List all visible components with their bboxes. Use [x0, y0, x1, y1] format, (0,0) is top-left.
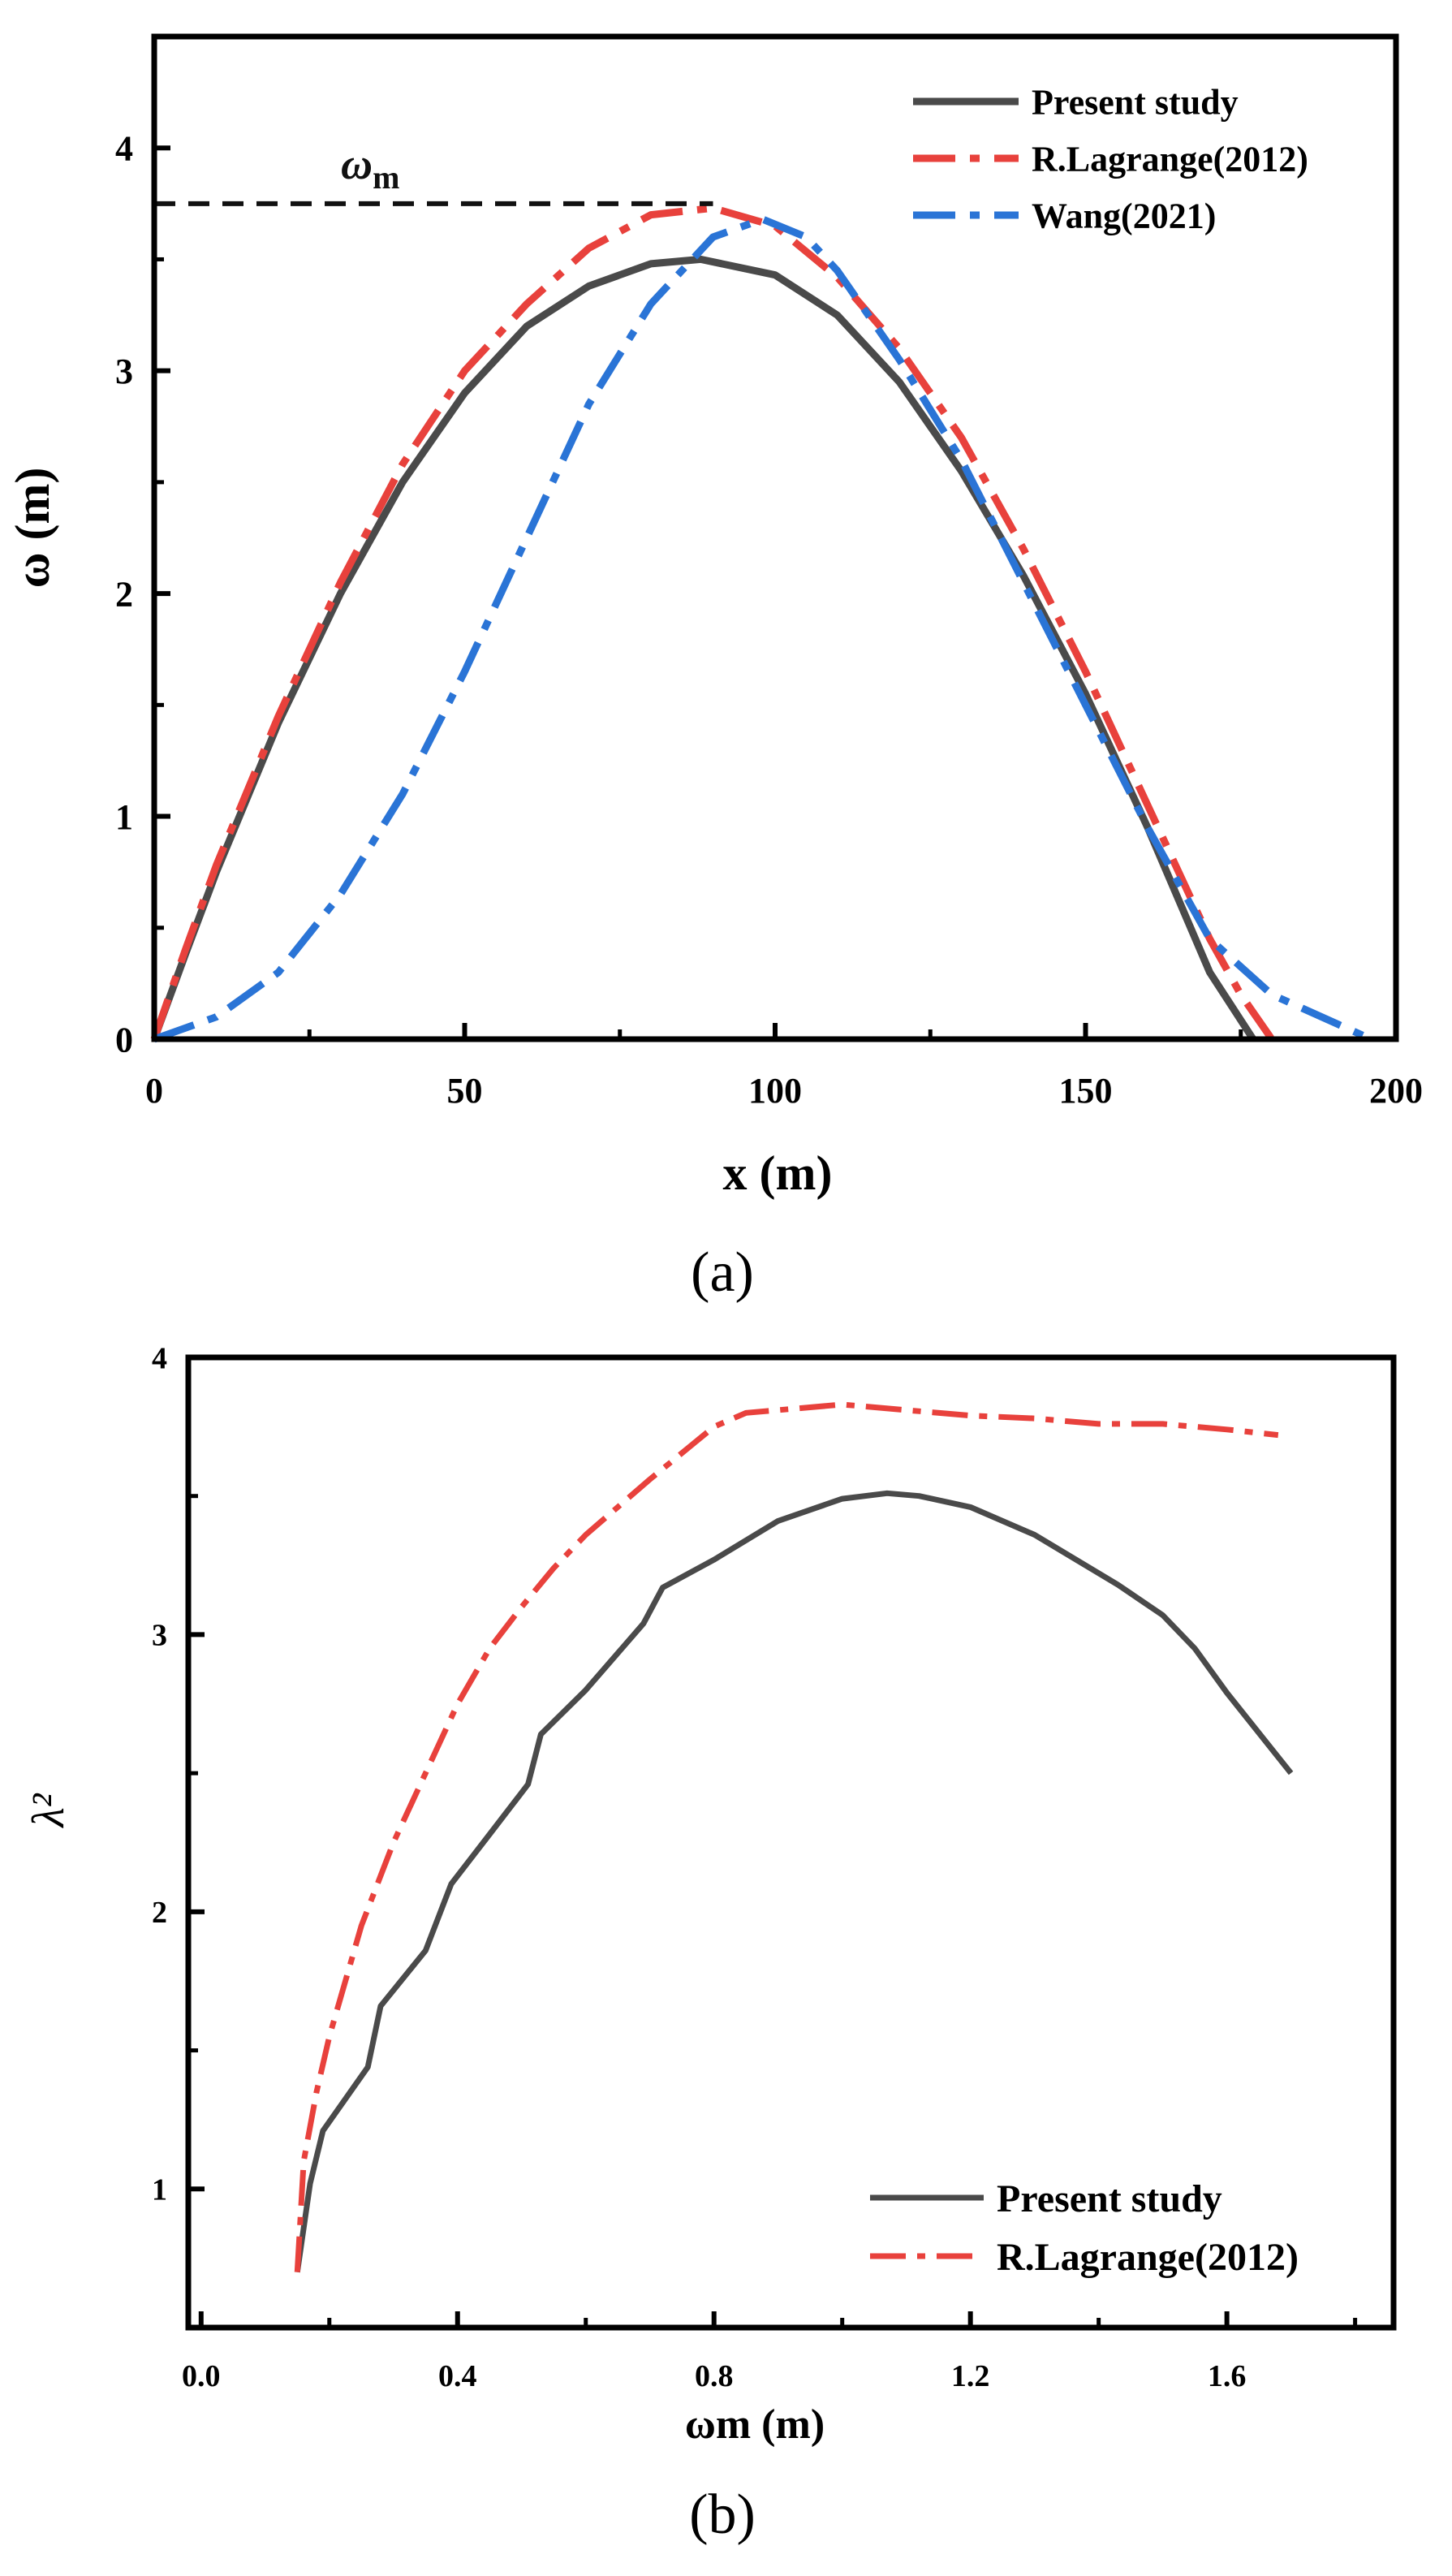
panel-b-legend-label-2: R.Lagrange(2012) [997, 2236, 1299, 2279]
panel-a-x-axis-label: x (m) [723, 1146, 833, 1200]
panel-a-legend: Present study R.Lagrange(2012) Wang(2021) [913, 82, 1308, 235]
panel-b-y-tick-label: 4 [152, 1341, 167, 1375]
chart-panel-a: 0 50 100 150 200 0 1 2 3 4 ωm x (m) ω (m) Presen… [6, 33, 1423, 1304]
panel-b-x-tick-label: 1.6 [1208, 2359, 1247, 2393]
panel-a-x-tick-label: 200 [1369, 1071, 1423, 1111]
panel-a-annotation-symbol: ω [341, 140, 373, 188]
panel-b-caption-label: (b) [689, 2483, 756, 2546]
panel-a-series-line-1 [150, 255, 1256, 1042]
panel-b-y-tick-label: 1 [152, 2173, 167, 2207]
panel-b-x-tick-label: 0.4 [438, 2359, 477, 2393]
panel-b-y-tick-label: 3 [152, 1619, 167, 1653]
panel-a-x-tick-label: 150 [1059, 1071, 1113, 1111]
panel-a-x-ticks: 0 50 100 150 200 [145, 1023, 1423, 1111]
panel-b-y-tick-label: 2 [152, 1896, 167, 1930]
panel-a-y-axis-label: ω (m) [6, 468, 59, 589]
panel-a-x-tick-label: 100 [748, 1071, 802, 1111]
panel-a-y-tick-label: 4 [115, 129, 133, 169]
panel-a-omega-m-annotation: ωm [341, 140, 399, 196]
panel-a-legend-label-1: Present study [1032, 82, 1239, 122]
panel-a-y-tick-label: 2 [115, 575, 133, 615]
panel-b-series-line-2 [294, 1401, 1279, 2272]
panel-a-annotation-subscript: m [373, 159, 399, 196]
panel-a-y-tick-label: 1 [115, 797, 133, 837]
panel-b-x-tick-label: 0.0 [182, 2359, 221, 2393]
panel-a-x-tick-label: 0 [145, 1071, 163, 1111]
panel-a-series-line-2 [150, 204, 1275, 1042]
panel-a-y-ticks: 0 1 2 3 4 [115, 129, 170, 1059]
panel-b-y-ticks: 1 2 3 4 [152, 1341, 205, 2207]
panel-b-legend-label-1: Present study [997, 2177, 1222, 2220]
panel-a-legend-label-3: Wang(2021) [1032, 196, 1216, 235]
panel-a-series-group [150, 204, 1373, 1043]
panel-a-y-tick-label: 3 [115, 352, 133, 391]
panel-b-y-axis-label: λ² [24, 1793, 74, 1828]
panel-b-series-group [294, 1401, 1294, 2273]
panel-a-y-tick-label: 0 [115, 1020, 133, 1059]
panel-a-legend-label-2: R.Lagrange(2012) [1032, 139, 1308, 179]
panel-b-legend: Present study R.Lagrange(2012) [870, 2177, 1299, 2279]
chart-panel-b: 0.0 0.4 0.8 1.2 1.6 1 2 3 4 ωm (m) λ² Present s… [24, 1341, 1397, 2546]
panel-a-x-tick-label: 50 [447, 1071, 483, 1111]
panel-b-x-ticks: 0.0 0.4 0.8 1.2 1.6 [182, 2311, 1358, 2393]
panel-b-x-axis-label: ωm (m) [685, 2401, 825, 2448]
panel-a-series-line-3 [153, 215, 1373, 1043]
panel-b-x-tick-label: 0.8 [695, 2359, 734, 2393]
panel-b-series-line-1 [294, 1490, 1294, 2273]
panel-b-plot-frame [185, 1354, 1397, 2331]
panel-b-x-tick-label: 1.2 [951, 2359, 990, 2393]
panel-a-caption-label: (a) [691, 1241, 754, 1304]
